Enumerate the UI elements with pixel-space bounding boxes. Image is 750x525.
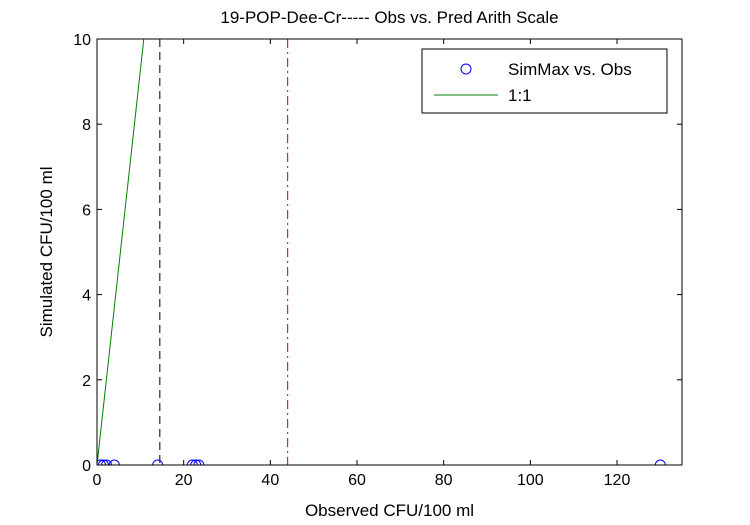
- legend-box: [421, 48, 668, 114]
- data-point-9: [654, 459, 666, 465]
- data-point-7: [190, 459, 202, 465]
- axis-ticks: 0 20 40 60 80 100 120 0 2 4 6 8 10: [73, 32, 682, 489]
- plot-area: [96, 38, 683, 466]
- data-point-6: [186, 459, 198, 465]
- x-tick-label: 100: [517, 472, 544, 489]
- x-tick-label: 0: [93, 472, 102, 489]
- data-point-3: [101, 459, 113, 465]
- y-tick-label: 2: [82, 373, 91, 390]
- chart-title: 19-POP-Dee-Cr----- Obs vs. Pred Arith Sc…: [220, 8, 558, 27]
- data-point-8: [193, 459, 205, 465]
- x-tick-label: 120: [604, 472, 631, 489]
- x-tick-label: 80: [435, 472, 453, 489]
- data-point-5: [152, 459, 164, 465]
- y-tick-label: 0: [82, 458, 91, 475]
- x-tick-label: 20: [175, 472, 193, 489]
- legend-swatch-marker: [460, 63, 472, 75]
- data-point-2: [98, 459, 109, 465]
- y-tick-label: 8: [82, 117, 91, 134]
- x-axis-label: Observed CFU/100 ml: [305, 501, 474, 520]
- legend-entry-label: 1:1: [508, 86, 532, 105]
- data-point-1: [97, 459, 106, 465]
- legend: SimMax vs. Obs 1:1: [421, 48, 668, 114]
- plot-content: [97, 39, 666, 465]
- y-tick-label: 10: [73, 32, 91, 49]
- x-tick-label: 40: [261, 472, 279, 489]
- y-tick-label: 4: [82, 288, 91, 305]
- data-point-4: [108, 459, 120, 465]
- y-tick-label: 6: [82, 202, 91, 219]
- series-line-1-to-1: [97, 39, 145, 465]
- y-axis-label: Simulated CFU/100 ml: [37, 166, 56, 337]
- axes-frame: [96, 38, 683, 466]
- legend-entry-label: SimMax vs. Obs: [508, 60, 632, 79]
- x-tick-label: 60: [348, 472, 366, 489]
